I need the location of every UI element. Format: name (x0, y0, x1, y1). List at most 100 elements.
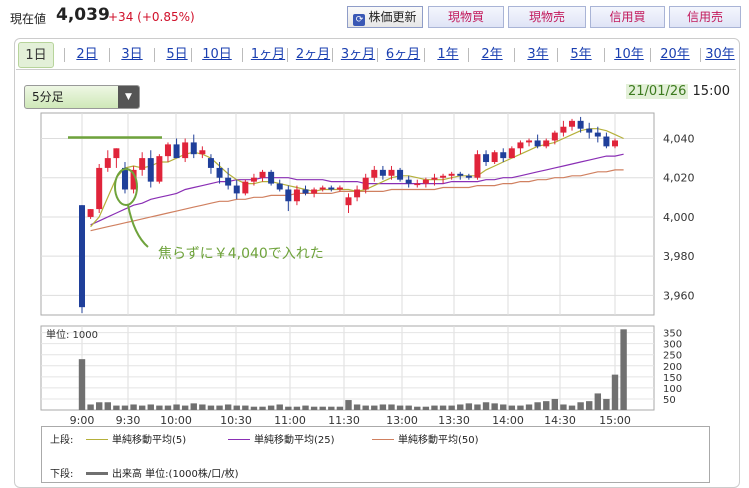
candle-13 (190, 134, 197, 159)
candle-body-62 (612, 140, 618, 147)
tab-9[interactable]: 1年 (437, 47, 459, 62)
candle-body-5 (121, 167, 128, 190)
candle-body-19 (242, 181, 249, 194)
volume-bar-55 (551, 398, 559, 410)
candle-body-48 (491, 152, 498, 163)
candle-body-57 (569, 120, 576, 127)
candle-51 (517, 140, 524, 155)
candle-body-52 (526, 140, 533, 143)
volume-bar-56 (560, 404, 567, 410)
candle-41 (431, 173, 438, 186)
tab-2[interactable]: 3日 (121, 47, 143, 62)
candle-57 (569, 118, 576, 131)
candle-50 (508, 146, 515, 159)
cash-sell-button[interactable]: 現物売 (508, 6, 586, 28)
candle-52 (526, 138, 533, 147)
candle-body-44 (457, 173, 464, 176)
refresh-icon: ⟳ (353, 14, 366, 26)
tab-separator (64, 48, 65, 62)
candle-body-45 (465, 175, 472, 178)
tab-8[interactable]: 6ヶ月 (385, 47, 421, 62)
tab-12[interactable]: 5年 (570, 47, 592, 62)
tab-6[interactable]: 2ヶ月 (295, 47, 331, 62)
candle-31 (345, 193, 352, 214)
time-tick-2: 10:00 (160, 414, 192, 426)
candle-body-20 (250, 177, 257, 182)
cash-buy-button[interactable]: 現物買 (428, 6, 504, 28)
chart-legend: 上段: 単純移動平均(5) 単純移動平均(25) 単純移動平均(50) 下段: … (41, 426, 710, 483)
tab-10[interactable]: 2年 (481, 47, 503, 62)
candle-body-55 (551, 132, 558, 141)
candle-body-26 (302, 189, 309, 194)
candle-62 (612, 138, 618, 149)
candle-53 (534, 134, 541, 149)
period-tabs: 1日 2日 3日 5日 10日 1ヶ月 2ヶ月 3ヶ月 6ヶ月 1年 2年 3年 5年 10年 20年 30年 (16, 42, 736, 68)
tab-4[interactable]: 10日 (202, 47, 232, 62)
volume-tick-0: 50 (663, 395, 676, 406)
tab-13[interactable]: 10年 (614, 47, 644, 62)
candle-body-43 (448, 173, 455, 176)
current-price-value: 4,039 (56, 5, 110, 25)
volume-bar-23 (276, 404, 283, 410)
candle-58 (577, 116, 584, 133)
update-price-button[interactable]: ⟳ 株価更新 (347, 6, 423, 28)
tab-5[interactable]: 1ヶ月 (250, 47, 286, 62)
time-tick-0: 9:00 (70, 414, 95, 426)
volume-bar-30 (336, 406, 344, 410)
volume-plot-frame (40, 325, 655, 411)
candle-body-34 (371, 169, 378, 178)
tab-3[interactable]: 5日 (166, 47, 188, 62)
tab-14[interactable]: 20年 (660, 47, 690, 62)
annotation-text: 焦らずに￥4,040で入れた (158, 246, 324, 262)
volume-bar-10 (164, 405, 172, 410)
candle-body-11 (173, 144, 180, 159)
candle-20 (250, 173, 257, 186)
candle-body-61 (603, 136, 610, 147)
candle-42 (440, 173, 447, 184)
price-tick-0: 3,960 (663, 289, 695, 302)
volume-bar-32 (353, 404, 361, 410)
price-tick-3: 4,020 (663, 172, 695, 185)
candle-body-51 (517, 142, 524, 149)
chart-datetime: 21/01/26 15:00 (626, 84, 730, 99)
candle-17 (225, 167, 232, 190)
margin-buy-button[interactable]: 信用買 (590, 6, 665, 28)
tab-7[interactable]: 3ヶ月 (340, 47, 376, 62)
annotation-pointer (127, 204, 149, 248)
candle-body-30 (336, 187, 343, 190)
volume-bar-53 (534, 402, 541, 410)
candle-body-50 (508, 148, 515, 159)
tab-15[interactable]: 30年 (705, 47, 735, 62)
tab-11[interactable]: 3年 (527, 47, 549, 62)
volume-bar-37 (396, 405, 404, 410)
candle-7 (139, 152, 146, 176)
volume-bar-4 (113, 405, 120, 410)
entry-circle (114, 168, 138, 206)
candle-56 (560, 120, 567, 137)
tab-0[interactable]: 1日 (18, 42, 54, 68)
candle-26 (302, 185, 309, 196)
tab-separator (557, 48, 558, 62)
volume-bar-24 (285, 406, 292, 410)
volume-bar-27 (310, 406, 318, 410)
volume-bar-19 (242, 405, 249, 410)
candle-body-18 (233, 185, 240, 194)
volume-tick-3: 200 (663, 362, 682, 373)
chevron-down-icon[interactable]: ▼ (118, 86, 139, 108)
candle-body-8 (147, 158, 154, 182)
candle-body-35 (379, 169, 386, 176)
candle-body-23 (276, 183, 283, 190)
margin-sell-button[interactable]: 信用売 (669, 6, 741, 28)
volume-bar-33 (362, 405, 369, 410)
candle-19 (242, 179, 249, 196)
candle-23 (276, 179, 283, 192)
candle-29 (328, 185, 335, 192)
candle-body-22 (268, 171, 275, 184)
time-tick-5: 11:30 (328, 414, 360, 426)
volume-bar-48 (491, 403, 498, 410)
interval-select[interactable]: 5分足 ▼ (24, 85, 140, 109)
tab-1[interactable]: 2日 (76, 47, 98, 62)
volume-bar-9 (156, 405, 163, 410)
chart-time: 15:00 (692, 84, 730, 99)
volume-bar-35 (379, 404, 387, 410)
